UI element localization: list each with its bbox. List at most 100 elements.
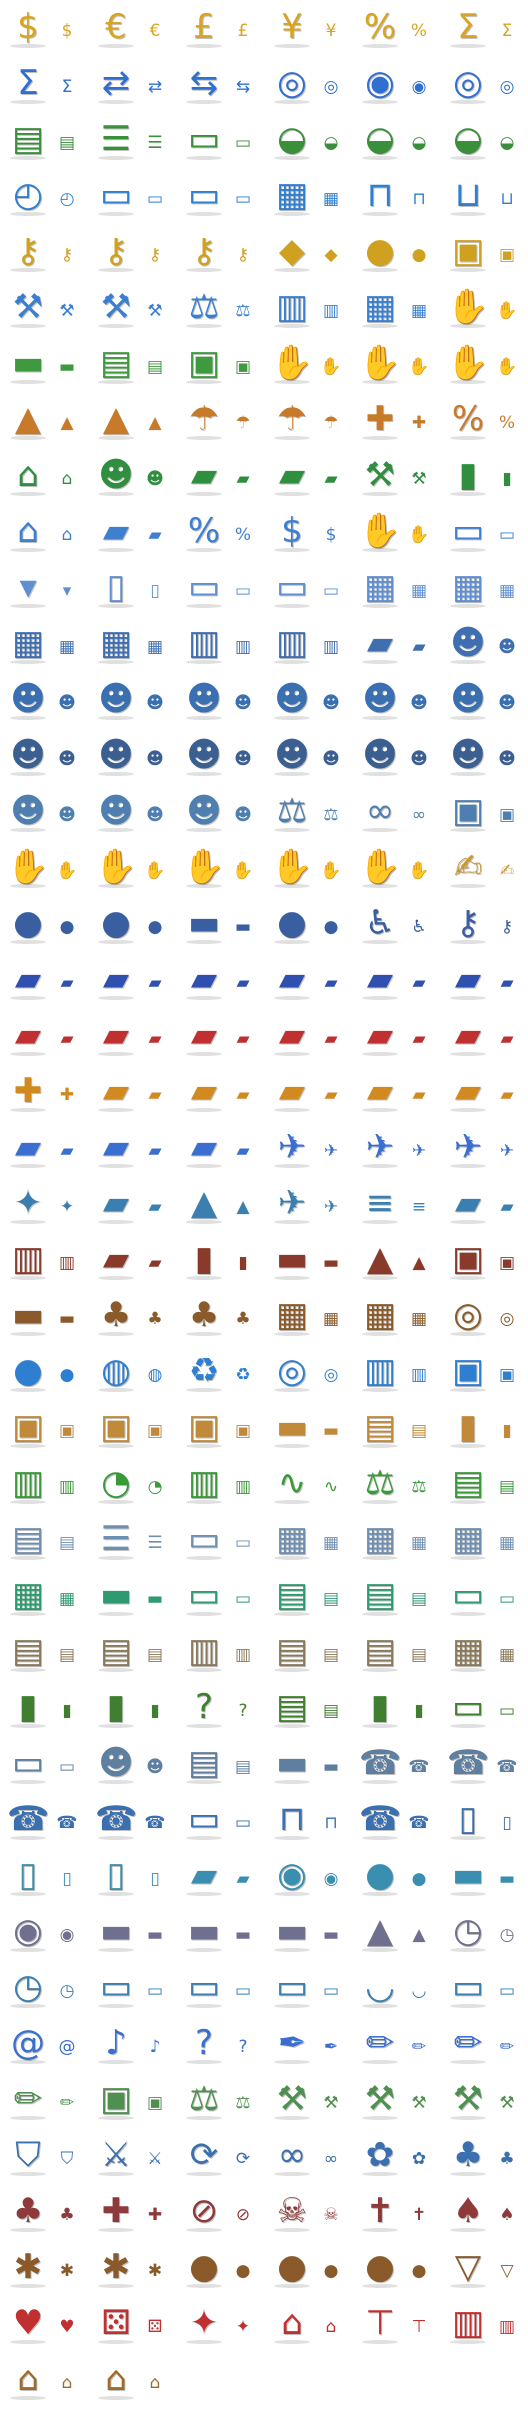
pickup-red-2-icon: ▰ (454, 959, 482, 999)
dollar-currency-small-icon: $ (61, 20, 73, 41)
calculator-blue-small-icon: ▦ (146, 636, 164, 657)
icon-row: ▾ ▾ ▯ ▯ ▭ ▭ ▭ ▭ ▦ ▦ ▦ ▦ (0, 562, 528, 612)
tools-money-icon: ⚒ (364, 455, 396, 495)
computer-small-icon: ▭ (498, 1700, 516, 1721)
scroll-small-icon: ▤ (58, 1644, 76, 1665)
money-wallet-icon: ▬ (11, 343, 45, 383)
ship-icon: ▰ (102, 1183, 130, 1223)
shield-icon: ⛉ ⛉ (0, 2130, 88, 2180)
icon-shadow (10, 828, 46, 832)
icon-row: ☻ ☻ ☻ ☻ ☻ ☻ ☻ ☻ ☻ ☻ ☻ ☻ (0, 730, 528, 780)
coins-small-icon: ◉ (411, 76, 427, 97)
icon-shadow (362, 268, 398, 272)
phone-book-small-icon: ☎ (144, 1812, 166, 1833)
pos-terminal-icon: ▯ ▯ (88, 562, 176, 612)
icon-shadow (450, 2060, 486, 2064)
chart-presenter-icon: ☻ ☻ (88, 674, 176, 724)
scroll-icon: ▤ (11, 1631, 45, 1671)
monitor-network-small-icon: ▭ (322, 1980, 340, 2001)
phone-handset-icon: ☎ ☎ (0, 1794, 88, 1844)
icon-shadow (362, 1444, 398, 1448)
icon-shadow (10, 716, 46, 720)
coffee-cup-icon: ▽ ▽ (440, 2242, 528, 2292)
train-green-icon: ▰ ▰ (352, 1066, 440, 1116)
icon-shadow (186, 2060, 222, 2064)
icon-shadow (98, 1500, 134, 1504)
wheelchair-icon: ♿ (364, 903, 396, 943)
icon-shadow (274, 1780, 310, 1784)
icon-shadow (450, 604, 486, 608)
icon-shadow (362, 1276, 398, 1280)
road-small-icon: ▲ (412, 1252, 426, 1273)
icon-shadow (450, 212, 486, 216)
icon-shadow (362, 884, 398, 888)
icon-shadow (362, 828, 398, 832)
hotel-blue-small-icon: ▦ (410, 1308, 428, 1329)
icon-shadow (10, 268, 46, 272)
icon-shadow (10, 1836, 46, 1840)
sum-blue-icon: Σ (17, 63, 39, 103)
bank-small-icon: ▦ (410, 300, 428, 321)
stopwatch-small-icon: ◷ (59, 1980, 75, 2001)
icon-shadow (274, 2060, 310, 2064)
icon-shadow (274, 996, 310, 1000)
fire-truck-icon: ▰ (14, 1015, 42, 1055)
ambulance-icon: ✚ (13, 1071, 43, 1111)
tractor-icon: ▰ ▰ (264, 1066, 352, 1116)
thumbs-up-small-icon: ✋ (232, 860, 254, 881)
calculator-icon: ▦ (11, 623, 45, 663)
handshake-icon: ✋ (6, 847, 50, 887)
hat-blue-icon: ● ● (0, 898, 88, 948)
bulldozer-small-icon: ▰ (236, 1084, 250, 1105)
maple-leaf-icon: ✦ ✦ (176, 2298, 264, 2348)
icon-shadow (186, 1332, 222, 1336)
money-wallet-icon: ▬ ▬ (0, 338, 88, 388)
coin-in-hand-icon: ✋ (446, 287, 490, 327)
icon-shadow (186, 772, 222, 776)
bus-blue-icon: ▰ (102, 1015, 130, 1055)
help-music-icon: ♪ ♪ (88, 2018, 176, 2068)
icon-shadow (362, 2116, 398, 2120)
icon-shadow (450, 1892, 486, 1896)
videoconference-small-icon: ☻ (146, 1756, 164, 1777)
forklift-icon: ▰ ▰ (0, 1122, 88, 1172)
presentation-money-icon: ▭ ▭ (440, 506, 528, 556)
pencil-draw-small-icon: ✏ (59, 2092, 75, 2113)
calculator-document-icon: ▦ ▦ (264, 170, 352, 220)
icon-shadow (274, 2004, 310, 2008)
car-keys-icon: ⚷ (455, 903, 481, 943)
icon-shadow (274, 772, 310, 776)
icon-shadow (362, 212, 398, 216)
satellite-dish-icon: ◡ (365, 1967, 395, 2007)
handcuffs-icon: ∞ ∞ (352, 786, 440, 836)
pickup-red-icon: ▰ (366, 959, 394, 999)
discount-money-icon: %% (176, 506, 264, 556)
icon-shadow (98, 716, 134, 720)
thumbs-down-icon: ✋ ✋ (264, 842, 352, 892)
icon-shadow (450, 2172, 486, 2176)
money-island-icon: ♣ ♣ (176, 1290, 264, 1340)
icon-shadow (186, 884, 222, 888)
icon-shadow (362, 1500, 398, 1504)
icon-row: ▤ ▤ ☰ ☰ ▭ ▭ ◒ ◒ ◒ ◒ ◒ ◒ (0, 114, 528, 164)
swords-small-icon: ⚔ (147, 2148, 163, 2169)
spreadsheet-small-icon: ▦ (410, 1532, 428, 1553)
icon-row: ✱ ✱ ✱ ✱ ● ● ● ● ● ● ▽ ▽ (0, 2242, 528, 2292)
icon-row: ▣ ▣ ▣ ▣ ▣ ▣ ▬ ▬ ▤ ▤ ▮ ▮ (0, 1402, 528, 1452)
clerk-small-icon: ☻ (410, 692, 428, 713)
excavator-small-icon: ▰ (148, 1084, 162, 1105)
money-island-icon: ♣ (188, 1295, 220, 1335)
icon-shadow (98, 884, 134, 888)
icon-shadow (450, 324, 486, 328)
icon-row: ▦ ▦ ▬ ▬ ▭ ▭ ▤ ▤ ▤ ▤ ▭ ▭ (0, 1570, 528, 1620)
house-tree-icon: ⌂ ⌂ (264, 2298, 352, 2348)
umbrella-blue-icon: ☂ (276, 399, 308, 439)
icon-shadow (186, 2340, 222, 2344)
usb-drive-small-icon: ▬ (146, 1924, 164, 1945)
police-officer-icon: ☻ (450, 679, 486, 719)
empty-folder-small-icon: ▭ (234, 1588, 252, 1609)
swords-icon: ⚔ (100, 2135, 132, 2175)
icon-row: ▬ ▬ ▤ ▤ ▣ ▣ ✋ ✋ ✋ ✋ ✋ ✋ (0, 338, 528, 388)
icon-row: ▮ ▮ ▮ ▮?? ▤ ▤ ▮ ▮ ▭ ▭ (0, 1682, 528, 1732)
icon-shadow (98, 436, 134, 440)
